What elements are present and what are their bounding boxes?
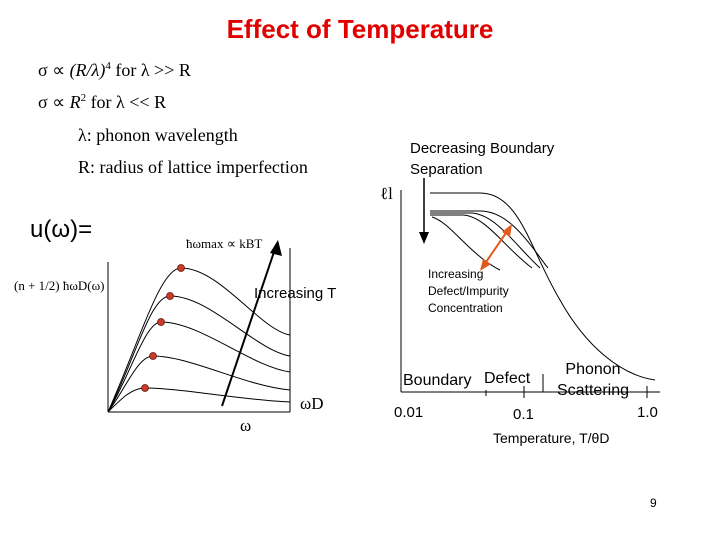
peak-marker-1 bbox=[177, 264, 185, 272]
increasing-t-arrow bbox=[221, 245, 277, 407]
mfp-curve-2 bbox=[430, 210, 549, 269]
increasing-defect-arrow bbox=[483, 229, 509, 266]
page-number: 9 bbox=[650, 496, 657, 510]
mfp-curve-5 bbox=[431, 216, 501, 271]
spectral-curve-2 bbox=[107, 295, 291, 413]
boundary-region-label: Boundary bbox=[403, 372, 472, 389]
x-tick-0: 0.01 bbox=[394, 404, 424, 421]
mfp-curve-1 bbox=[430, 192, 656, 381]
lambda-definition: λ: phonon wavelength bbox=[78, 125, 238, 145]
mfp-curve-4 bbox=[430, 214, 533, 269]
spectral-curve-4 bbox=[107, 355, 291, 413]
x-tick-2: 1.0 bbox=[637, 404, 658, 421]
increasing-t-arrowhead bbox=[270, 240, 282, 256]
energy-density-label: u(ω)= bbox=[30, 216, 93, 243]
debye-frequency-label: ωD bbox=[300, 394, 324, 413]
x-axis-label: Temperature, T/θD bbox=[493, 430, 610, 446]
page-title: Effect of Temperature bbox=[226, 14, 494, 44]
formula-large-lambda: σ ∝ (R/λ)4 for λ >> R bbox=[38, 60, 191, 80]
spectral-curve-3 bbox=[107, 321, 291, 413]
x-tick-1: 0.1 bbox=[513, 406, 534, 423]
phonon-scattering-label: Phonon Scattering bbox=[556, 361, 630, 399]
peak-marker-5 bbox=[141, 384, 149, 392]
increasing-defect-label: Increasing Defect/Impurity Concentration bbox=[428, 267, 509, 315]
omega-axis-label: ω bbox=[240, 416, 252, 435]
increasing-t-label: Increasing T bbox=[254, 285, 337, 302]
occupation-formula: (n + 1/2) ħωD(ω) bbox=[14, 278, 105, 293]
mean-free-path-label: ℓl bbox=[380, 184, 393, 203]
formula-small-lambda: σ ∝ R2 for λ << R bbox=[38, 92, 167, 112]
defect-arrowhead-bottom bbox=[480, 259, 491, 271]
omega-max-formula: ħωmax ∝ kBT bbox=[186, 236, 263, 251]
peak-marker-4 bbox=[149, 352, 157, 360]
decreasing-boundary-label: Decreasing Boundary Separation bbox=[410, 140, 555, 178]
mfp-curve-3 bbox=[430, 212, 541, 269]
defect-arrowhead-top bbox=[502, 224, 512, 237]
spectral-curve-5 bbox=[107, 387, 291, 413]
peak-marker-2 bbox=[166, 292, 174, 300]
defect-region-label: Defect bbox=[484, 370, 531, 387]
peak-marker-3 bbox=[157, 318, 165, 326]
r-definition: R: radius of lattice imperfection bbox=[78, 157, 308, 177]
decreasing-boundary-arrowhead bbox=[419, 232, 429, 244]
